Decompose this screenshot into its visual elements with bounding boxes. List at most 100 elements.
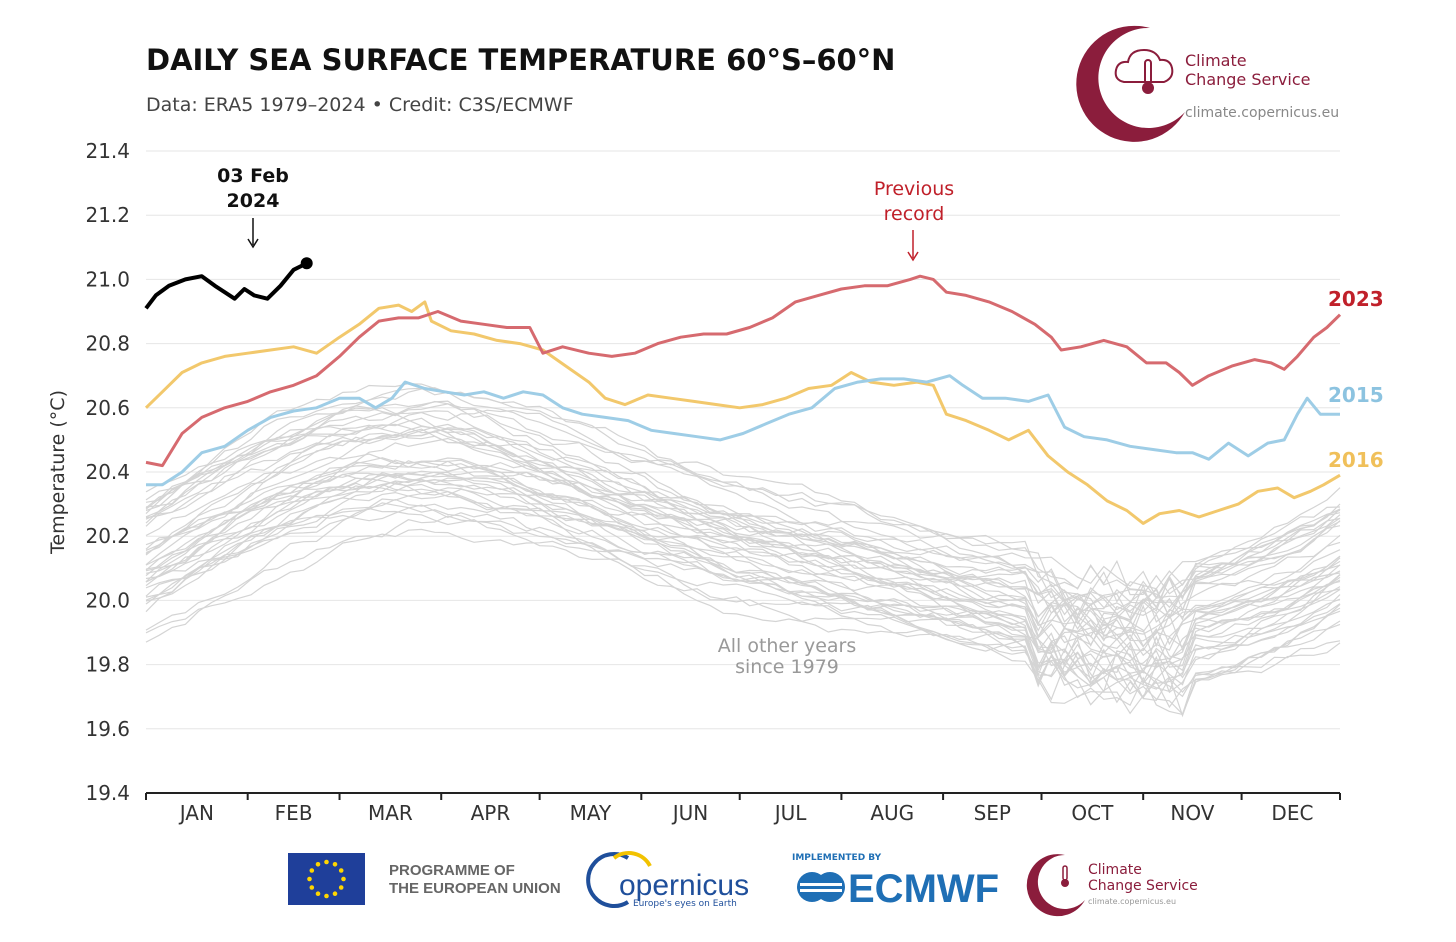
eu-star-icon (324, 859, 329, 865)
brand-url: climate.copernicus.eu (1185, 105, 1339, 121)
footer-brand-url: climate.copernicus.eu (1088, 897, 1176, 906)
latest-date-line1: 03 Feb (217, 165, 289, 187)
eu-programme-line2: THE EUROPEAN UNION (389, 880, 561, 897)
latest-annotation: 03 Feb 2024 (217, 165, 289, 249)
eu-star-icon (315, 891, 321, 896)
implemented-by-text: IMPLEMENTED BY (792, 853, 882, 863)
other-year-line (145, 498, 1341, 716)
month-label: AUG (870, 801, 914, 825)
y-tick-label: 20.4 (85, 460, 130, 484)
chart-subtitle: Data: ERA5 1979–2024 • Credit: C3S/ECMWF (146, 94, 574, 116)
month-label: FEB (275, 801, 313, 825)
ecmwf-wordmark: ECMWF (848, 867, 999, 911)
other-year-line (145, 423, 1341, 644)
copernicus-tagline: Europe's eyes on Earth (633, 899, 737, 909)
other-years-line2: since 1979 (735, 656, 839, 678)
y-tick-label: 19.4 (85, 781, 130, 805)
other-year-line (145, 481, 1341, 679)
other-year-line (145, 424, 1341, 599)
ecmwf-logo: IMPLEMENTED BY ECMWF (792, 853, 999, 911)
other-years-lines (145, 383, 1341, 718)
series-line-2024 (144, 261, 308, 310)
other-year-line (145, 504, 1341, 675)
series-label-2016: 2016 (1328, 448, 1384, 472)
month-label: JAN (178, 801, 214, 825)
eu-star-icon (332, 862, 338, 867)
y-tick-label: 21.2 (85, 203, 130, 227)
plot-area: 21.4 21.2 21.0 20.8 20.6 20.4 20.2 20.0 19.8 19.6… (47, 139, 1342, 825)
chart-title: DAILY SEA SURFACE TEMPERATURE 60°S–60°N (146, 43, 895, 77)
month-labels: JAN FEB MAR APR MAY JUN JUL AUG SEP OCT NOV DEC (178, 801, 1314, 825)
month-label: APR (471, 801, 511, 825)
footer-brand-line2: Change Service (1088, 878, 1198, 894)
previous-record-line1: Previous (874, 178, 954, 200)
series-line-2016 (144, 300, 1341, 525)
ecmwf-symbol-icon (797, 872, 845, 902)
other-year-line (145, 425, 1341, 612)
eu-star-icon (309, 868, 315, 873)
month-label: MAR (368, 801, 413, 825)
y-tick-label: 21.4 (85, 139, 130, 163)
other-year-line (145, 417, 1341, 596)
latest-date-line2: 2024 (227, 190, 280, 212)
y-axis-label: Temperature (°C) (47, 390, 69, 555)
eu-flag-logo (288, 853, 365, 905)
other-year-line (145, 472, 1341, 638)
other-year-line (145, 467, 1341, 716)
previous-record-line2: record (884, 203, 945, 225)
other-years-annotation: All other years since 1979 (718, 635, 857, 678)
series-label-2023: 2023 (1328, 287, 1384, 311)
footer-logos: PROGRAMME OF THE EUROPEAN UNION opernicu… (288, 851, 1198, 917)
eu-star-icon (332, 891, 338, 896)
y-tick-label: 20.8 (85, 332, 130, 356)
other-year-line (145, 403, 1341, 623)
copernicus-wordmark: opernicus (619, 869, 749, 902)
other-years-line1: All other years (718, 635, 857, 657)
copernicus-logo: opernicus Europe's eyes on Earth (586, 851, 749, 909)
other-year-line (145, 453, 1341, 625)
latest-value-dot (300, 257, 313, 270)
y-tick-label: 19.6 (85, 717, 130, 741)
footer-climate-change-service-logo: Climate Change Service climate.copernicu… (1026, 854, 1198, 917)
y-tick-label: 20.6 (85, 396, 130, 420)
other-year-line (145, 477, 1341, 654)
y-tick-label: 19.8 (85, 653, 130, 677)
eu-star-icon (338, 885, 344, 890)
month-label: SEP (974, 801, 1011, 825)
other-year-line (145, 433, 1341, 612)
eu-star-icon (324, 893, 329, 899)
eu-star-icon (315, 862, 321, 867)
previous-record-annotation: Previous record (874, 178, 954, 262)
brand-line-2: Change Service (1185, 70, 1310, 89)
brand-line-1: Climate (1185, 51, 1247, 70)
other-year-line (145, 387, 1341, 603)
eu-star-icon (309, 885, 315, 890)
x-axis-ticks (145, 793, 1341, 800)
month-label: JUL (773, 801, 808, 825)
other-year-line (145, 457, 1341, 652)
month-label: DEC (1271, 801, 1313, 825)
eu-star-icon (338, 868, 344, 873)
other-year-line (145, 457, 1341, 654)
other-year-line (145, 407, 1341, 642)
other-year-line (145, 409, 1341, 646)
eu-star-icon (307, 876, 312, 882)
eu-star-icon (341, 876, 346, 882)
y-tick-label: 20.0 (85, 588, 130, 612)
climate-change-service-logo: Climate Change Service climate.copernicu… (1076, 25, 1339, 142)
series-line-2015 (146, 374, 1340, 487)
other-year-line (145, 472, 1341, 681)
other-year-line (145, 473, 1341, 675)
month-label: OCT (1071, 801, 1114, 825)
series-line-2023 (145, 274, 1342, 468)
eu-programme-line1: PROGRAMME OF (389, 862, 515, 879)
footer-brand-line1: Climate (1088, 862, 1142, 878)
y-tick-label: 20.2 (85, 524, 130, 548)
y-axis-ticks: 21.4 21.2 21.0 20.8 20.6 20.4 20.2 20.0 19.8 19.6… (85, 139, 130, 805)
series-label-2015: 2015 (1328, 383, 1384, 407)
y-tick-label: 21.0 (85, 267, 130, 291)
month-label: JUN (671, 801, 709, 825)
other-year-line (145, 459, 1341, 667)
month-label: MAY (570, 801, 612, 825)
